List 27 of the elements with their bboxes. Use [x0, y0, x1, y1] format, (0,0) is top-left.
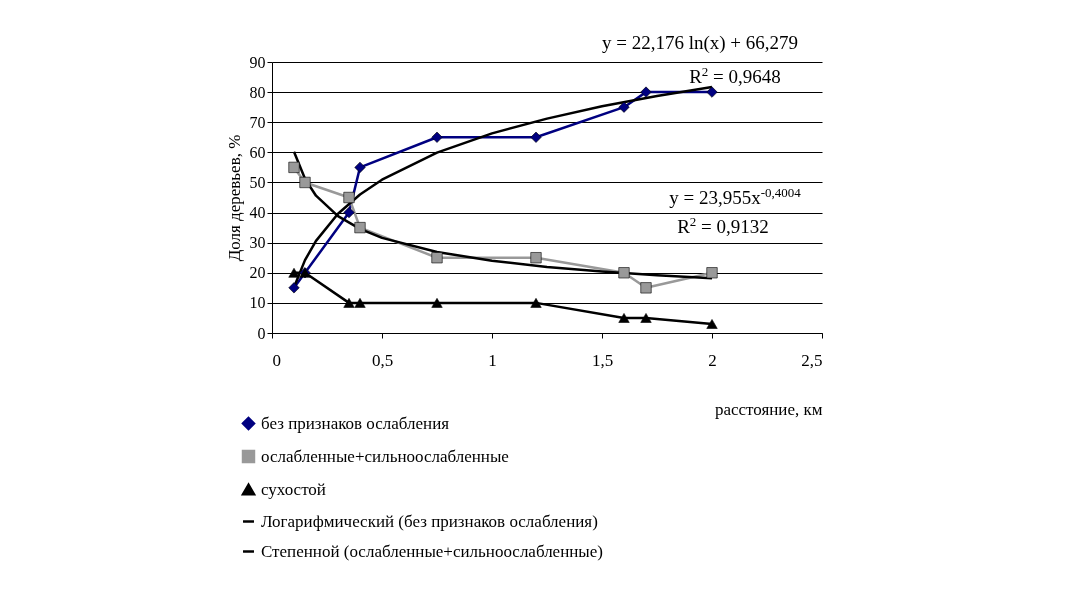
y-tick-label: 70 — [249, 113, 266, 131]
y-tick-label: 80 — [249, 83, 266, 101]
y-tick-label: 30 — [249, 234, 266, 252]
x-tick-label: 1,5 — [591, 350, 614, 370]
x-axis-title: расстояние, км — [714, 399, 823, 419]
legend-label: Степенной (ослабленные+сильноослабленные) — [261, 541, 603, 561]
y-tick-label: 20 — [249, 264, 266, 282]
x-tick-label: 0,5 — [371, 350, 394, 370]
y-axis-title: Доля деревьев, % — [224, 134, 244, 262]
annotation: R$^{2}$ = 0,9648 — [689, 63, 781, 87]
x-tick-label: 2 — [708, 350, 717, 370]
x-tick-label: 1 — [488, 350, 497, 370]
text: y = 22,176 ln(x) + 66,279 — [601, 32, 799, 54]
y-tick-label: 50 — [249, 173, 266, 191]
legend-label: Логарифмический (без признаков ослабления) — [261, 511, 598, 531]
legend-label: ослабленные+сильноослабленные — [261, 446, 509, 466]
annotation: y = 23,955x$^{-0,4004}$ — [669, 184, 802, 208]
y-tick-label: 90 — [249, 53, 266, 71]
y-tick-label: 10 — [249, 294, 266, 312]
legend-label: без признаков ослабления — [261, 413, 450, 433]
annotation: R$^{2}$ = 0,9132 — [677, 213, 769, 237]
y-tick-label: 40 — [249, 204, 266, 222]
x-tick-label: 0 — [272, 350, 281, 370]
legend-label: сухостой — [261, 479, 326, 499]
x-tick-label: 2,5 — [801, 350, 823, 370]
y-tick-label: 0 — [257, 324, 266, 342]
y-tick-label: 60 — [249, 143, 266, 161]
